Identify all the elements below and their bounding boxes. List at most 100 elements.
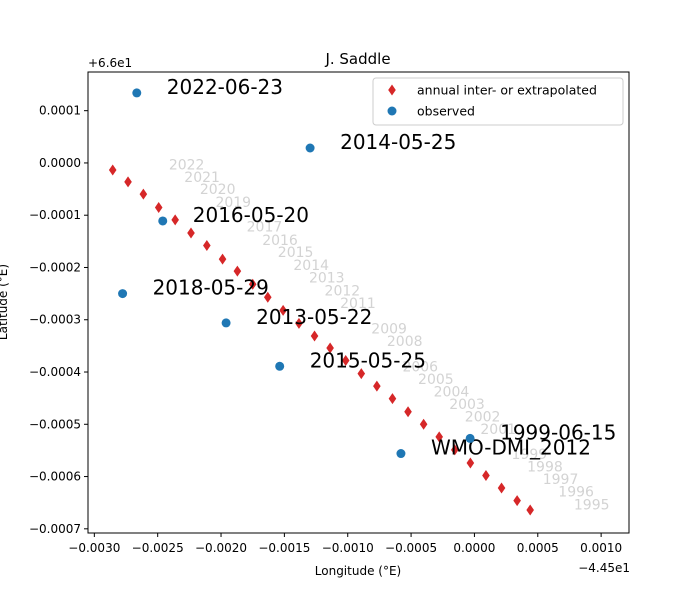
year-label: 2009	[371, 322, 407, 338]
interpolated-point	[218, 253, 227, 265]
legend-circle-marker	[387, 106, 397, 116]
y-tick-label: −0.0006	[29, 470, 81, 484]
x-tick-label: −0.0015	[258, 541, 310, 555]
observed-point	[158, 216, 168, 226]
year-label: 2013	[309, 270, 345, 286]
y-axis-label: Latitude (°E)	[0, 264, 10, 340]
year-label: 2022	[169, 157, 205, 173]
y-tick-label: 0.0000	[39, 156, 81, 170]
chart-title: J. Saddle	[324, 50, 390, 68]
interpolated-point	[497, 482, 506, 494]
observed-point	[132, 88, 142, 98]
year-label: 2006	[402, 359, 438, 375]
year-label: 2014	[293, 258, 329, 274]
observation-label: 2015-05-25	[310, 348, 426, 372]
interpolated-point	[124, 176, 132, 188]
interpolated-point	[279, 304, 287, 316]
x-tick-label: 0.0000	[453, 541, 495, 555]
legend-box	[372, 77, 624, 126]
observation-label: 1999-06-15	[500, 420, 616, 444]
interpolated-point	[419, 418, 428, 430]
year-label: 2005	[418, 372, 454, 388]
observed-point	[465, 433, 475, 443]
interpolated-point	[263, 291, 272, 303]
x-tick-label: −0.0020	[195, 541, 247, 555]
y-offset-label: +6.6e1	[88, 56, 132, 70]
year-label: 1999	[512, 447, 548, 463]
y-tick-label: −0.0007	[29, 522, 81, 536]
year-label: 2003	[449, 397, 485, 413]
interpolated-point	[450, 444, 459, 456]
interpolated-point	[310, 330, 319, 342]
year-label: 2017	[247, 220, 283, 236]
interpolated-point	[154, 202, 163, 214]
interpolated-point	[248, 278, 257, 290]
interpolated-point	[171, 214, 179, 226]
year-label: 2004	[434, 384, 470, 400]
interpolated-point	[373, 380, 381, 392]
interpolated-point	[139, 188, 148, 200]
y-tick-label: −0.0001	[29, 208, 81, 222]
year-label: 2011	[340, 296, 376, 312]
observed-point	[396, 449, 406, 459]
observed-point	[221, 318, 231, 328]
y-tick-label: −0.0004	[29, 365, 81, 379]
interpolated-point	[404, 406, 412, 418]
observed-point	[118, 289, 128, 299]
observation-label: 2018-05-29	[153, 276, 269, 300]
x-tick-label: −0.0010	[322, 541, 374, 555]
interpolated-point	[388, 393, 397, 405]
y-tick-label: −0.0002	[29, 260, 81, 274]
interpolated-point	[341, 355, 350, 367]
interpolated-point	[435, 431, 444, 443]
observation-label: 2014-05-25	[340, 130, 456, 154]
x-tick-label: −0.0005	[385, 541, 437, 555]
interpolated-point	[295, 317, 303, 329]
x-tick-label: 0.0005	[517, 541, 559, 555]
interpolated-point	[513, 495, 521, 507]
interpolated-point	[466, 457, 475, 469]
legend: annual inter- or extrapolated observed	[372, 77, 624, 126]
year-label: 2002	[465, 409, 501, 425]
legend-label: observed	[417, 104, 475, 119]
year-label: 2016	[262, 233, 298, 249]
interpolated-point	[482, 470, 490, 482]
year-label: 2001	[480, 422, 516, 438]
interpolated-point	[108, 164, 117, 176]
x-tick-label: 0.0010	[580, 541, 622, 555]
y-tick-label: −0.0003	[29, 313, 81, 327]
observation-label: WMO-DMI_2012	[431, 436, 591, 460]
axes-frame	[87, 71, 630, 534]
interpolated-point	[233, 265, 242, 277]
observed-point	[305, 143, 315, 153]
y-tick-label: 0.0001	[39, 104, 81, 118]
year-label: 2012	[325, 283, 361, 299]
year-label: 2021	[184, 170, 220, 186]
year-label: 1996	[558, 485, 594, 501]
observation-label: 2016-05-20	[193, 203, 309, 227]
x-axis-label: Longitude (°E)	[315, 564, 401, 578]
year-label: 2015	[278, 245, 314, 261]
interpolated-point	[203, 240, 211, 252]
year-label: 2019	[215, 195, 251, 211]
year-label: 1995	[574, 497, 610, 513]
year-label: 2020	[200, 182, 236, 198]
observation-label: 2013-05-22	[256, 305, 372, 329]
x-tick-label: −0.0030	[68, 541, 120, 555]
year-label: 1997	[543, 472, 579, 488]
y-tick-label: −0.0005	[29, 417, 81, 431]
interpolated-point	[326, 342, 334, 354]
legend-label: annual inter- or extrapolated	[417, 83, 597, 98]
x-offset-label: −4.45e1	[578, 561, 630, 575]
interpolated-point	[187, 227, 195, 239]
observation-label: 2022-06-23	[167, 75, 283, 99]
year-label: 1998	[527, 460, 563, 476]
legend-diamond-marker	[388, 84, 396, 96]
interpolated-point	[526, 504, 534, 516]
x-tick-label: −0.0025	[132, 541, 184, 555]
interpolated-point	[357, 368, 366, 380]
observed-point	[275, 361, 285, 371]
year-label: 2008	[387, 334, 423, 350]
